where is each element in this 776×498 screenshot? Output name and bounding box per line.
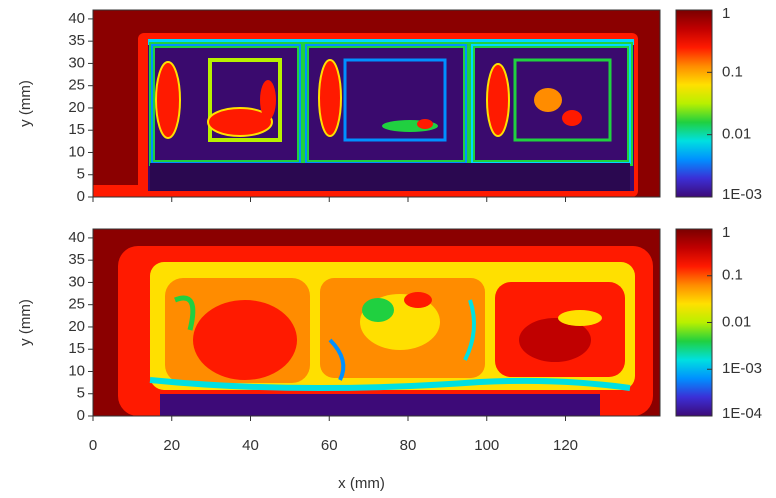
y-tick-label: 40 [68,229,85,246]
y-tick-label: 0 [77,188,85,205]
y-tick-label: 35 [68,251,85,268]
x-tick-label: 60 [321,437,338,454]
y-tick-label: 15 [68,340,85,357]
colorbar-tick-label: 0.1 [722,267,743,284]
colorbar-tick-label: 1E-03 [722,186,762,203]
y-tick-label: 40 [68,10,85,27]
colorbar [676,10,712,197]
y-tick-label: 0 [77,407,85,424]
colorbar [676,229,712,416]
y-tick-label: 15 [68,121,85,138]
colorbar-tick-label: 0.1 [722,63,743,80]
x-tick-label: 80 [400,437,417,454]
figure: 0510152025303540y (mm)10.10.011E-0305101… [0,0,776,498]
y-tick-label: 30 [68,54,85,71]
y-axis-label: y (mm) [17,80,34,127]
y-tick-label: 10 [68,362,85,379]
x-tick-label: 40 [242,437,259,454]
y-tick-label: 5 [77,385,85,402]
y-axis-label: y (mm) [17,299,34,346]
y-tick-label: 25 [68,296,85,313]
y-tick-label: 10 [68,143,85,160]
colorbar-tick-label: 1 [722,224,730,241]
colorbar-tick-label: 1E-03 [722,360,762,377]
x-tick-label: 120 [553,437,578,454]
colorbar-tick-label: 1 [722,5,730,22]
colorbar-tick-label: 0.01 [722,313,751,330]
x-axis-label: x (mm) [338,475,385,492]
colorbar-tick-label: 1E-04 [722,405,762,422]
x-tick-label: 0 [89,437,97,454]
y-tick-label: 20 [68,99,85,116]
heatmap-field [93,10,660,197]
heatmap-field [93,229,660,416]
y-tick-label: 30 [68,273,85,290]
y-tick-label: 25 [68,77,85,94]
y-tick-label: 20 [68,318,85,335]
x-tick-label: 20 [163,437,180,454]
y-tick-label: 5 [77,166,85,183]
colorbar-tick-label: 0.01 [722,126,751,143]
x-tick-label: 100 [474,437,499,454]
y-tick-label: 35 [68,32,85,49]
